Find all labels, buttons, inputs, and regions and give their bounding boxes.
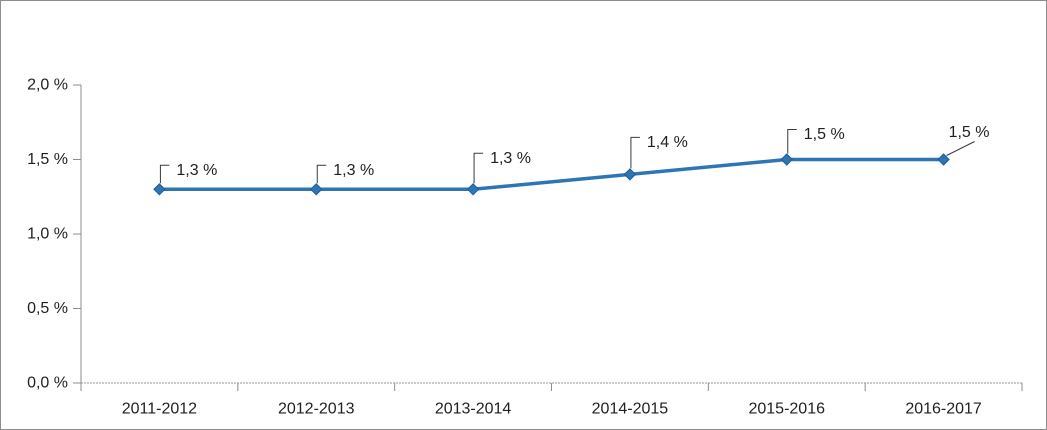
data-point-marker — [310, 183, 323, 196]
series-line — [157, 157, 946, 192]
data-point-marker — [466, 183, 480, 196]
data-label-leader — [787, 129, 797, 154]
x-category-label: 2014-2015 — [592, 401, 669, 418]
data-label: 1,5 % — [804, 126, 845, 143]
y-tick-label: 2,0 % — [27, 77, 68, 94]
data-label: 1,3 % — [333, 162, 374, 179]
data-label-leader — [946, 141, 975, 156]
x-category-label: 2015-2016 — [748, 401, 825, 418]
data-point-marker — [937, 153, 950, 166]
y-tick-label: 0,5 % — [27, 300, 68, 317]
x-category-label: 2012-2013 — [278, 401, 355, 418]
data-point-marker — [623, 168, 637, 181]
y-tick-label: 0,0 % — [27, 375, 68, 392]
data-label: 1,4 % — [647, 134, 688, 151]
data-label: 1,5 % — [949, 124, 990, 141]
y-tick-label: 1,5 % — [27, 151, 68, 168]
data-label-leader — [159, 164, 170, 184]
data-label: 1,3 % — [176, 162, 217, 179]
data-point-marker — [780, 153, 793, 166]
data-label-leader — [316, 164, 327, 184]
data-label-leader — [630, 136, 640, 169]
x-category-label: 2013-2014 — [435, 401, 512, 418]
data-point-marker — [153, 183, 166, 196]
x-category-label: 2016-2017 — [905, 401, 982, 418]
y-tick-label: 1,0 % — [27, 226, 68, 243]
data-label-leader — [473, 152, 484, 184]
x-category-label: 2011-2012 — [122, 401, 197, 418]
data-label: 1,3 % — [490, 150, 531, 167]
